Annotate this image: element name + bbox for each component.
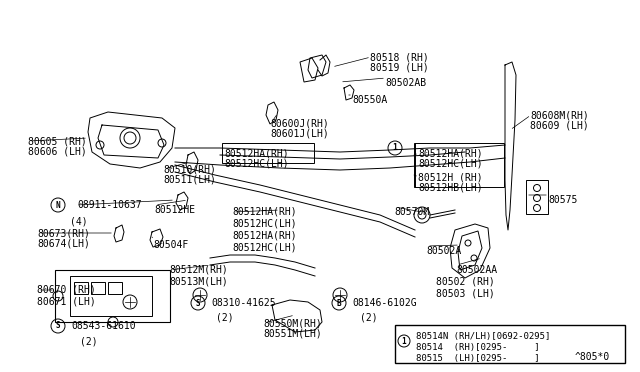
Text: 80673(RH): 80673(RH) bbox=[37, 228, 90, 238]
Text: 80513M(LH): 80513M(LH) bbox=[169, 276, 228, 286]
Text: 80601J(LH): 80601J(LH) bbox=[270, 129, 329, 139]
Text: N: N bbox=[56, 201, 60, 209]
Text: (4): (4) bbox=[70, 216, 88, 226]
Text: 80606 (LH): 80606 (LH) bbox=[28, 147, 87, 157]
Text: 80502 (RH): 80502 (RH) bbox=[436, 277, 495, 287]
Text: (2): (2) bbox=[216, 313, 234, 323]
Text: 08543-61610: 08543-61610 bbox=[71, 321, 136, 331]
Text: 80511(LH): 80511(LH) bbox=[163, 175, 216, 185]
Text: 80550A: 80550A bbox=[352, 95, 387, 105]
Bar bbox=[395, 325, 625, 363]
Text: (2): (2) bbox=[80, 336, 98, 346]
Text: 08146-6102G: 08146-6102G bbox=[352, 298, 417, 308]
Text: 80512M(RH): 80512M(RH) bbox=[169, 265, 228, 275]
Text: 80575: 80575 bbox=[548, 195, 577, 205]
Text: (2): (2) bbox=[360, 313, 378, 323]
Bar bbox=[414, 143, 504, 187]
Bar bbox=[70, 276, 152, 316]
Text: 80570M: 80570M bbox=[394, 207, 429, 217]
Text: 80609 (LH): 80609 (LH) bbox=[530, 121, 589, 131]
Text: 1: 1 bbox=[392, 144, 397, 153]
Text: 80512HE: 80512HE bbox=[154, 205, 195, 215]
Text: 80674(LH): 80674(LH) bbox=[37, 239, 90, 249]
Text: 80514  (RH)[0295-     ]: 80514 (RH)[0295- ] bbox=[416, 343, 540, 352]
Text: 80670 (RH): 80670 (RH) bbox=[37, 285, 96, 295]
Bar bbox=[108, 282, 122, 294]
Text: 80504F: 80504F bbox=[153, 240, 188, 250]
Text: 80512HC(LH): 80512HC(LH) bbox=[232, 218, 296, 228]
Bar bbox=[74, 282, 88, 294]
Text: 80502AA: 80502AA bbox=[456, 265, 497, 275]
Text: 80515  (LH)[0295-     ]: 80515 (LH)[0295- ] bbox=[416, 354, 540, 363]
Text: 80510(RH): 80510(RH) bbox=[163, 164, 216, 174]
Text: 80512HA(RH): 80512HA(RH) bbox=[418, 148, 483, 158]
Text: 80519 (LH): 80519 (LH) bbox=[370, 63, 429, 73]
Text: 80600J(RH): 80600J(RH) bbox=[270, 118, 329, 128]
Text: 80503 (LH): 80503 (LH) bbox=[436, 288, 495, 298]
Bar bbox=[526, 180, 548, 214]
Text: 80512HA(RH): 80512HA(RH) bbox=[224, 148, 289, 158]
Text: 80512HC(LH): 80512HC(LH) bbox=[232, 242, 296, 252]
Text: 08911-10637: 08911-10637 bbox=[77, 200, 141, 210]
Text: 80502A: 80502A bbox=[426, 246, 461, 256]
Text: 80512HC(LH): 80512HC(LH) bbox=[418, 159, 483, 169]
Text: 80518 (RH): 80518 (RH) bbox=[370, 52, 429, 62]
Text: 80514N (RH/LH)[0692-0295]: 80514N (RH/LH)[0692-0295] bbox=[416, 332, 550, 341]
Text: B: B bbox=[337, 298, 341, 308]
Text: 80512HC(LH): 80512HC(LH) bbox=[224, 159, 289, 169]
Text: S: S bbox=[56, 321, 60, 330]
Text: 80671 (LH): 80671 (LH) bbox=[37, 296, 96, 306]
Text: 80512HA(RH): 80512HA(RH) bbox=[232, 207, 296, 217]
Text: 80512HA(RH): 80512HA(RH) bbox=[232, 231, 296, 241]
Text: 80551M(LH): 80551M(LH) bbox=[263, 329, 322, 339]
Text: 80512HB(LH): 80512HB(LH) bbox=[418, 183, 483, 193]
Bar bbox=[91, 282, 105, 294]
Text: 1: 1 bbox=[402, 337, 406, 346]
Bar bbox=[55, 270, 170, 322]
Text: 80512H (RH): 80512H (RH) bbox=[418, 172, 483, 182]
Text: S: S bbox=[196, 298, 200, 308]
Text: 80502AB: 80502AB bbox=[385, 78, 426, 88]
Bar bbox=[222, 143, 314, 163]
Text: 08310-41625: 08310-41625 bbox=[211, 298, 276, 308]
Text: ^805*0: ^805*0 bbox=[575, 352, 610, 362]
Text: 80608M(RH): 80608M(RH) bbox=[530, 110, 589, 120]
Text: 80605 (RH): 80605 (RH) bbox=[28, 136, 87, 146]
Text: 80550M(RH): 80550M(RH) bbox=[263, 318, 322, 328]
